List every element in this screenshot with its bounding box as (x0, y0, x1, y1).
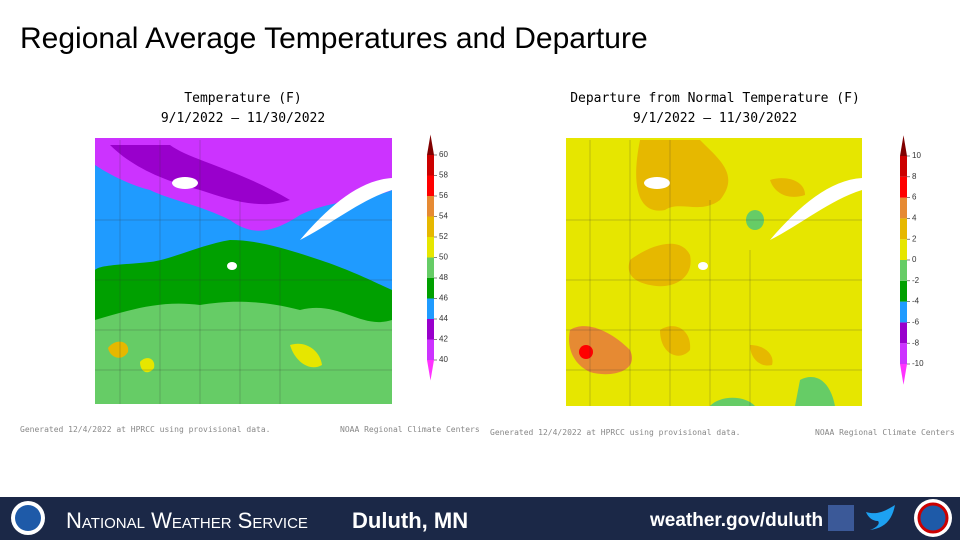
colorbar-segment (900, 176, 907, 198)
colorbar-segment (427, 216, 434, 237)
colorbar-tick-label: 42 (439, 335, 448, 344)
contour (579, 345, 593, 359)
colorbar-segment (427, 237, 434, 258)
contour (628, 243, 691, 287)
map-period: 9/1/2022 – 11/30/2022 (633, 111, 797, 126)
credit: NOAA Regional Climate Centers (340, 425, 480, 434)
contour (710, 397, 755, 406)
colorbar-arrow (427, 134, 434, 155)
colorbar-segment (427, 155, 434, 176)
colorbar-segment (900, 343, 907, 364)
contour (108, 341, 129, 358)
map-title: Departure from Normal Temperature (F) (570, 91, 860, 106)
credit: NOAA Regional Climate Centers (815, 428, 955, 437)
colorbar-tick-label: 48 (439, 273, 448, 282)
colorbar-tick-label: 46 (439, 294, 448, 303)
lake-superior (770, 178, 862, 240)
colorbar-arrow (900, 135, 907, 156)
county-lines (95, 140, 392, 404)
colorbar-tick-label: 58 (439, 171, 448, 180)
slide-title: Regional Average Temperatures and Depart… (20, 22, 648, 55)
departure-map: Departure from Normal Temperature (F) 9/… (566, 91, 862, 406)
map-title: Temperature (F) (184, 91, 301, 106)
contour (140, 358, 155, 373)
agency-name: National Weather Service (66, 508, 308, 533)
temperature-map: Temperature (F) 9/1/2022 – 11/30/2022 (95, 91, 392, 404)
generated-note: Generated 12/4/2022 at HPRCC using provi… (490, 428, 740, 437)
colorbar-tick-label: 8 (912, 172, 917, 181)
colorbar-segment (900, 280, 907, 302)
footer-bar (0, 497, 960, 540)
colorbar-tick-label: 4 (912, 214, 917, 223)
contour (290, 343, 322, 368)
office-name: Duluth, MN (352, 508, 468, 533)
colorbar-segment (427, 278, 434, 299)
nws-logo (917, 502, 949, 534)
colorbar-tick-label: 52 (439, 232, 448, 241)
contour (660, 326, 691, 356)
colorbar-segment (900, 260, 907, 281)
contour (770, 178, 805, 197)
colorbar-tick-label: 6 (912, 193, 917, 202)
colorbar-segment (427, 196, 434, 217)
twitter-icon[interactable] (866, 505, 895, 530)
colorbar-arrow (427, 360, 434, 381)
colorbar-segment (900, 197, 907, 219)
noaa-logo (15, 505, 41, 531)
map-period: 9/1/2022 – 11/30/2022 (161, 111, 325, 126)
website[interactable]: weather.gov/duluth (649, 510, 823, 531)
lake-superior (300, 178, 392, 240)
colorbar-tick-label: 2 (912, 234, 917, 243)
colorbar-tick-label: -2 (912, 276, 920, 285)
colorbar-tick-label: 54 (439, 212, 448, 221)
generated-note: Generated 12/4/2022 at HPRCC using provi… (20, 425, 270, 434)
colorbar-segment (900, 322, 907, 344)
colorbar-tick-label: -6 (912, 318, 920, 327)
colorbar-segment (900, 239, 907, 260)
colorbar-tick-label: -4 (912, 297, 920, 306)
colorbar-arrow (900, 364, 907, 385)
colorbar-segment (427, 257, 434, 278)
lake (698, 262, 708, 270)
colorbar-tick-label: 40 (439, 355, 448, 364)
lake (227, 262, 237, 270)
colorbar-segment (900, 156, 907, 177)
lake (172, 177, 198, 189)
colorbar-tick-label: 60 (439, 150, 448, 159)
colorbar-tick-label: 44 (439, 314, 448, 323)
colorbar-tick-label: -10 (912, 359, 924, 368)
facebook-icon[interactable] (828, 505, 854, 531)
colorbar-tick-label: 0 (912, 255, 917, 264)
colorbar-segment (427, 339, 434, 360)
colorbar-segment (900, 218, 907, 240)
colorbar-tick-label: -8 (912, 338, 920, 347)
contour (750, 345, 773, 366)
colorbar-segment (427, 298, 434, 319)
colorbar-segment (427, 319, 434, 340)
lake (644, 177, 670, 189)
colorbar-segment (900, 301, 907, 323)
contour (795, 377, 835, 406)
colorbar-tick-label: 10 (912, 151, 921, 160)
contour (636, 140, 729, 211)
colorbar-tick-label: 50 (439, 253, 448, 262)
contour (569, 326, 632, 375)
county-lines (566, 140, 862, 406)
colorbar-segment (427, 175, 434, 196)
colorbar-tick-label: 56 (439, 191, 448, 200)
